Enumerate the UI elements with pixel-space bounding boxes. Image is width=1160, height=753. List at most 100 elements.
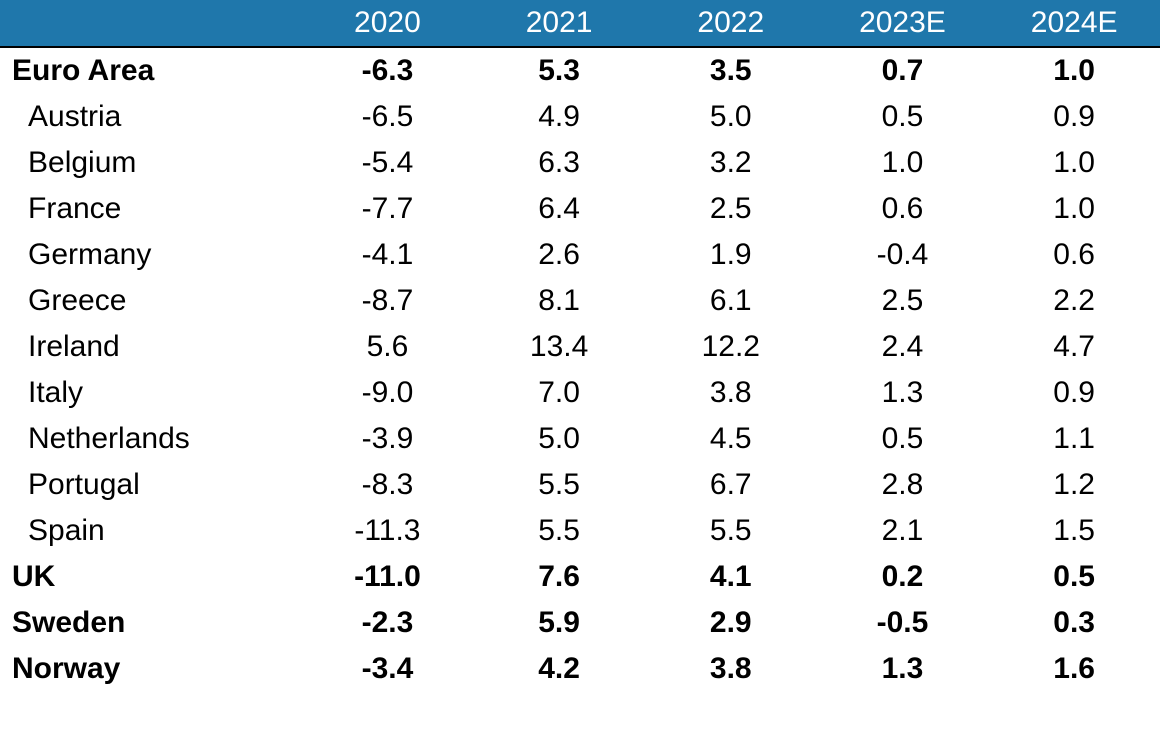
cell-value: 0.6: [988, 232, 1160, 278]
cell-value: 1.0: [988, 186, 1160, 232]
cell-value: -4.1: [302, 232, 474, 278]
cell-value: 5.5: [473, 508, 645, 554]
cell-value: 4.2: [473, 646, 645, 692]
table-row: Greece-8.78.16.12.52.2: [0, 278, 1160, 324]
cell-value: 2.1: [817, 508, 989, 554]
col-header-2020: 2020: [302, 0, 474, 47]
table-row: Euro Area-6.35.33.50.71.0: [0, 47, 1160, 94]
cell-value: 0.3: [988, 600, 1160, 646]
table-row: Italy-9.07.03.81.30.9: [0, 370, 1160, 416]
cell-value: -0.4: [817, 232, 989, 278]
cell-value: 0.2: [817, 554, 989, 600]
cell-value: 0.7: [817, 47, 989, 94]
cell-value: 1.0: [988, 47, 1160, 94]
cell-value: 2.9: [645, 600, 817, 646]
row-label: Italy: [0, 370, 302, 416]
table-row: Netherlands-3.95.04.50.51.1: [0, 416, 1160, 462]
table-row: Ireland5.613.412.22.44.7: [0, 324, 1160, 370]
cell-value: -0.5: [817, 600, 989, 646]
cell-value: 5.5: [645, 508, 817, 554]
row-label: Ireland: [0, 324, 302, 370]
cell-value: -8.7: [302, 278, 474, 324]
cell-value: -6.5: [302, 94, 474, 140]
row-label: Belgium: [0, 140, 302, 186]
cell-value: 0.5: [817, 94, 989, 140]
cell-value: 5.0: [473, 416, 645, 462]
col-header-2023e: 2023E: [817, 0, 989, 47]
row-label: Austria: [0, 94, 302, 140]
col-header-2024e: 2024E: [988, 0, 1160, 47]
cell-value: 5.3: [473, 47, 645, 94]
cell-value: 13.4: [473, 324, 645, 370]
cell-value: 0.5: [988, 554, 1160, 600]
cell-value: 7.0: [473, 370, 645, 416]
cell-value: -7.7: [302, 186, 474, 232]
cell-value: 6.1: [645, 278, 817, 324]
cell-value: 1.6: [988, 646, 1160, 692]
cell-value: 1.5: [988, 508, 1160, 554]
row-label: Germany: [0, 232, 302, 278]
row-label: Spain: [0, 508, 302, 554]
cell-value: 3.8: [645, 370, 817, 416]
cell-value: 2.8: [817, 462, 989, 508]
cell-value: 2.5: [645, 186, 817, 232]
table-row: Spain-11.35.55.52.11.5: [0, 508, 1160, 554]
cell-value: 5.9: [473, 600, 645, 646]
col-header-2021: 2021: [473, 0, 645, 47]
cell-value: -3.4: [302, 646, 474, 692]
cell-value: -8.3: [302, 462, 474, 508]
row-label: France: [0, 186, 302, 232]
row-label: Euro Area: [0, 47, 302, 94]
cell-value: 0.9: [988, 94, 1160, 140]
row-label: Portugal: [0, 462, 302, 508]
cell-value: 5.6: [302, 324, 474, 370]
cell-value: 1.0: [817, 140, 989, 186]
cell-value: 5.0: [645, 94, 817, 140]
cell-value: -9.0: [302, 370, 474, 416]
cell-value: -3.9: [302, 416, 474, 462]
row-label: Sweden: [0, 600, 302, 646]
cell-value: 1.3: [817, 370, 989, 416]
table-row: France-7.76.42.50.61.0: [0, 186, 1160, 232]
row-label: UK: [0, 554, 302, 600]
table-row: Belgium-5.46.33.21.01.0: [0, 140, 1160, 186]
economic-data-table-container: 2020 2021 2022 2023E 2024E Euro Area-6.3…: [0, 0, 1160, 692]
cell-value: 2.4: [817, 324, 989, 370]
table-row: Austria-6.54.95.00.50.9: [0, 94, 1160, 140]
cell-value: 1.0: [988, 140, 1160, 186]
cell-value: 0.9: [988, 370, 1160, 416]
cell-value: 7.6: [473, 554, 645, 600]
table-row: Norway-3.44.23.81.31.6: [0, 646, 1160, 692]
cell-value: 1.1: [988, 416, 1160, 462]
cell-value: 4.7: [988, 324, 1160, 370]
cell-value: 3.2: [645, 140, 817, 186]
cell-value: 0.5: [817, 416, 989, 462]
table-header-row: 2020 2021 2022 2023E 2024E: [0, 0, 1160, 47]
cell-value: 1.2: [988, 462, 1160, 508]
cell-value: 3.8: [645, 646, 817, 692]
economic-data-table: 2020 2021 2022 2023E 2024E Euro Area-6.3…: [0, 0, 1160, 692]
cell-value: 2.6: [473, 232, 645, 278]
cell-value: 4.1: [645, 554, 817, 600]
cell-value: 12.2: [645, 324, 817, 370]
table-row: UK-11.07.64.10.20.5: [0, 554, 1160, 600]
cell-value: 4.9: [473, 94, 645, 140]
cell-value: 0.6: [817, 186, 989, 232]
cell-value: 8.1: [473, 278, 645, 324]
row-label: Greece: [0, 278, 302, 324]
table-header: 2020 2021 2022 2023E 2024E: [0, 0, 1160, 47]
cell-value: 1.3: [817, 646, 989, 692]
cell-value: -5.4: [302, 140, 474, 186]
cell-value: -11.0: [302, 554, 474, 600]
cell-value: 6.7: [645, 462, 817, 508]
col-header-label: [0, 0, 302, 47]
cell-value: 2.2: [988, 278, 1160, 324]
cell-value: 2.5: [817, 278, 989, 324]
row-label: Netherlands: [0, 416, 302, 462]
cell-value: 4.5: [645, 416, 817, 462]
cell-value: 5.5: [473, 462, 645, 508]
cell-value: 3.5: [645, 47, 817, 94]
cell-value: -6.3: [302, 47, 474, 94]
cell-value: 1.9: [645, 232, 817, 278]
table-row: Sweden-2.35.92.9-0.50.3: [0, 600, 1160, 646]
